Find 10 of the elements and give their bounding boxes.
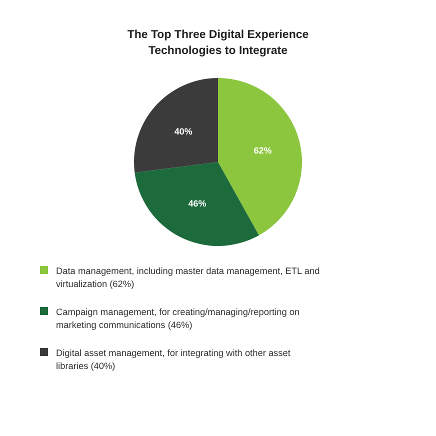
data-label: 46% [188,198,206,208]
pie-slice [134,162,259,246]
legend-label: Data management, including master data management, ETL and virtualization (62%) [56,266,320,289]
data-label: 62% [254,146,272,156]
pie-slice [134,78,218,173]
pie-slice [218,78,302,236]
chart-title: The Top Three Digital Experience Technologies to Integrate [127,29,309,57]
legend-label: Campaign management, for creating/managing/reporting on marketing communications (46%) [56,307,300,330]
legend-label: Digital asset management, for integrating with other asset libraries (40%) [56,348,291,371]
data-label: 40% [174,126,192,137]
